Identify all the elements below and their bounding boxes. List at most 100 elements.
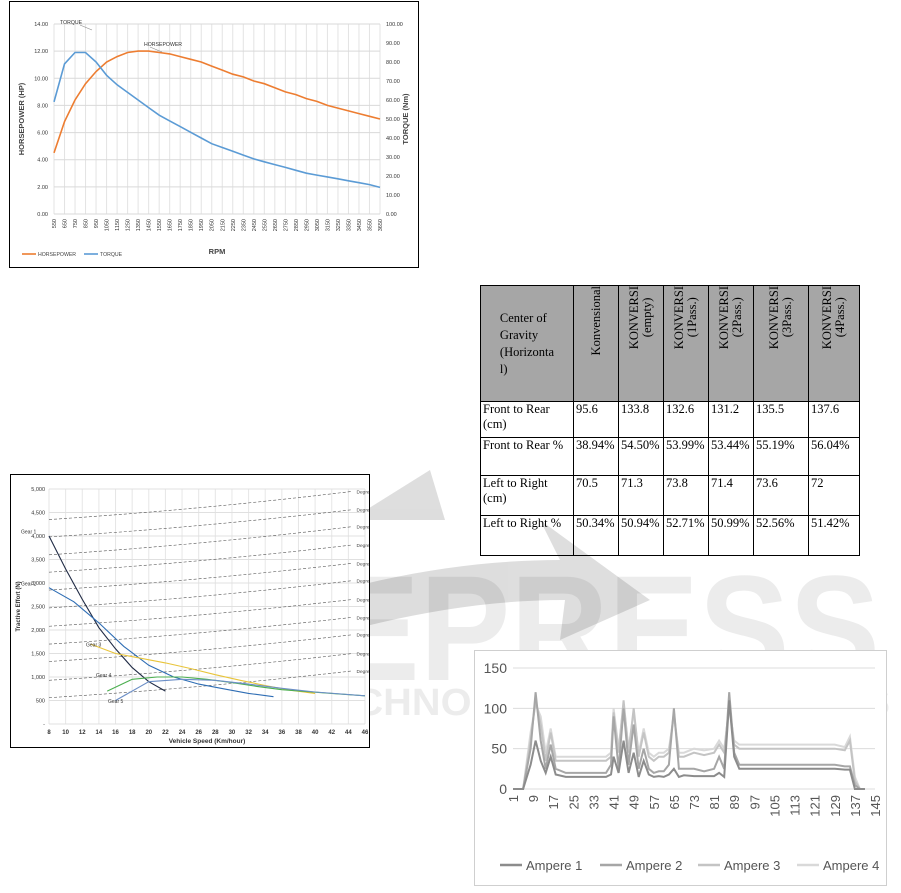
x-tick-label: 1050 [105,219,111,231]
tractive-effort-chart: 8 10 12 14 16 18 20 22 24 26 28 30 32 34 36 38 40 42 44 46 5… [10,474,370,748]
table-row: Front to Rear % 38.94% 54.50% 53.99% 53.… [480,437,860,476]
degree-curve [48,491,353,520]
y2-tick-label: 0.00 [386,212,397,218]
row-label: Front to Rear (cm) [480,401,574,438]
x-tick-label: 121 [808,795,823,817]
y-tick-label: 50 [491,741,507,757]
corner-header: Center of Gravity (Horizonta l) [480,285,574,402]
gear-label: Gear 1 [21,530,37,536]
x-tick-label: 2850 [294,219,300,231]
gear-label: Gear 4 [96,673,112,679]
y-tick-label: 0 [499,781,507,797]
table-cell: 50.34% [573,515,619,556]
legend-label: Ampere 2 [626,858,682,873]
x-tick-label: 1250 [126,219,132,231]
table-cell: 53.99% [663,437,709,476]
x-tick-label: 550 [52,219,58,228]
table-cell: 54.50% [618,437,664,476]
corner-header-line: Center of [499,310,547,325]
x-tick-label: 850 [84,219,90,228]
x-tick-label: 33 [586,795,601,809]
x-tick-label: 1650 [168,219,174,231]
column-header-konversi-empty: KONVERSI (empty) [618,285,664,402]
ampere-series-line [513,700,865,790]
table-cell: 71.4 [708,475,754,516]
x-tick-label: 9 [526,795,541,802]
legend-label-torque: TORQUE [100,252,123,258]
table-cell: 137.6 [808,401,860,438]
x-tick-label: 1 [506,795,521,802]
x-tick-label: 2050 [210,219,216,231]
column-header-konversi-4pass: KONVERSI (4Pass.) [808,285,860,402]
degree-curve [48,509,353,538]
x-tick-label: 2150 [220,219,226,231]
column-header-text: (2Pass.) [730,297,744,338]
x-tick-label: 1850 [189,219,195,231]
y-tick-label: 1,000 [31,675,45,681]
degree-curve [48,634,353,662]
table-cell: 55.19% [753,437,809,476]
degree-curve [48,526,353,556]
horsepower-annotation: HORSEPOWER [144,42,182,48]
degree-label: Degree 20 [357,508,369,514]
column-header-text: (3Pass.) [780,297,794,338]
y2-tick-label: 40.00 [386,136,400,142]
legend-label: Ampere 4 [823,858,879,873]
y-tick-label: - [43,722,45,728]
ampere-series-line [513,692,865,790]
x-tick-label: 81 [707,795,722,809]
degree-label: Degree 10 [357,597,369,603]
y-tick-label: 2.00 [37,185,48,191]
corner-header-line: Gravity [499,327,539,342]
x-tick-label: 36 [278,730,285,736]
x-tick-label: 16 [112,730,119,736]
torque-series-line [53,51,381,189]
column-header-text: Konvensional [588,286,603,356]
degree-curve [48,617,353,645]
gear-label: Gear 2 [21,581,37,587]
degree-label: Degree 4 [357,652,369,658]
table-cell: 131.2 [708,401,754,438]
table-cell: 72 [808,475,860,516]
column-header-konvensional: Konvensional [573,285,619,402]
x-tick-label: 22 [162,730,169,736]
tractive-effort-svg: 8 10 12 14 16 18 20 22 24 26 28 30 32 34 36 38 40 42 44 46 5… [16,487,369,745]
degree-curve [48,562,353,591]
gear-curve [48,587,274,698]
x-tick-label: 129 [828,795,843,817]
y-tick-label: 100 [484,700,508,716]
column-header-konversi-3pass: KONVERSI (3Pass.) [753,285,809,402]
x-tick-label: 34 [262,730,269,736]
x-tick-label: 3250 [336,219,342,231]
gear-label: Gear 3 [86,642,102,648]
x-tick-label: 2250 [231,219,237,231]
x-tick-label: 97 [747,795,762,809]
x-tick-label: 113 [788,795,803,816]
y-tick-label: 4,500 [31,511,45,517]
y2-tick-label: 50.00 [386,117,400,123]
y2-tick-label: 70.00 [386,79,400,85]
x-tick-label: 1750 [178,219,184,231]
x-tick-label: 12 [79,730,86,736]
x-tick-label: 1350 [136,219,142,231]
y-tick-label: 12.00 [34,49,48,55]
table-cell: 52.56% [753,515,809,556]
legend-label: Ampere 1 [526,858,582,873]
x-tick-label: 25 [566,795,581,809]
x-tick-label: 1450 [147,219,153,231]
x-tick-label: 49 [627,795,642,809]
column-header-text: (4Pass.) [833,297,847,338]
x-tick-label: 38 [295,730,302,736]
y-tick-label: 2,000 [31,628,45,634]
x-axis-label: RPM [209,247,226,256]
degree-label: Degree 8 [357,615,369,621]
x-axis-label: Vehicle Speed (Km/hour) [169,738,246,745]
y2-tick-label: 60.00 [386,98,400,104]
x-tick-label: 17 [546,795,561,809]
degree-curve [48,580,353,609]
y-tick-label: 4.00 [37,158,48,164]
ampere-svg: 150 100 50 01 9 17 25 33 41 49 57 65 73 81 89 97 105 113 1… [484,660,883,873]
x-tick-label: 2550 [262,219,268,231]
torque-annotation-leader [79,24,93,31]
center-of-gravity-table: Center of Gravity (Horizonta l) Konvensi… [480,285,860,556]
